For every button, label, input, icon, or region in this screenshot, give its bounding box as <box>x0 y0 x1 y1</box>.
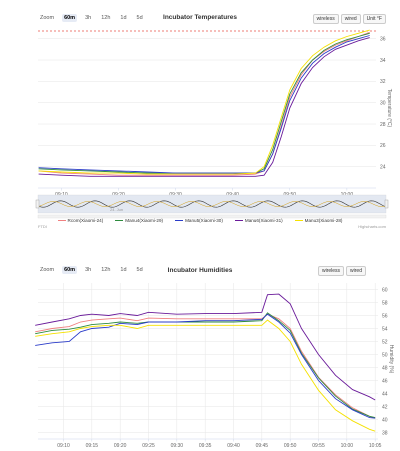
x-tick-label: 10:00 <box>341 443 354 449</box>
chart-toolbar: wireless wired <box>317 266 366 276</box>
legend-label: Manu6(Xiaomi-31) <box>244 218 283 223</box>
y-tick-label: 26 <box>380 143 386 149</box>
zoom-label: Zoom <box>40 15 55 21</box>
legend-swatch <box>115 220 124 221</box>
zoom-12h-button[interactable]: 12h <box>101 15 111 21</box>
zoom-60m-button[interactable]: 60m <box>62 14 78 22</box>
y-tick-label: 40 <box>382 417 388 423</box>
x-tick-label: 09:35 <box>199 443 212 449</box>
series-line-manu4-xiaomi-29-[interactable] <box>38 32 370 174</box>
wired-button[interactable]: wired <box>340 14 361 24</box>
zoom-12h-button[interactable]: 12h <box>101 267 111 273</box>
navigator-mask <box>38 195 386 213</box>
series-line-manu3-xiaomi-28-[interactable] <box>35 319 376 432</box>
chart-title: Incubator Humidities <box>167 267 233 274</box>
series-line-rcom-xiaomi-24-[interactable] <box>35 313 376 419</box>
wireless-button[interactable]: wireless <box>317 266 345 276</box>
y-tick-label: 32 <box>380 79 386 85</box>
x-tick-label: 09:20 <box>114 443 127 449</box>
zoom-3h-button[interactable]: 3h <box>85 15 92 21</box>
chart-title: Incubator Temperatures <box>163 14 237 21</box>
y-tick-label: 46 <box>382 378 388 384</box>
navigator-series-2 <box>37 201 387 207</box>
legend-swatch <box>57 220 66 221</box>
zoom-1d-button[interactable]: 1d <box>120 15 127 21</box>
y-tick-label: 30 <box>380 100 386 106</box>
zoom-selector: Zoom 60m 3h 12h 1d 5d <box>38 14 145 22</box>
y-tick-label: 56 <box>382 313 388 319</box>
navigator-scrollbar[interactable] <box>37 214 387 219</box>
series-line-manu5-xiaomi-30-[interactable] <box>38 35 370 174</box>
x-tick-label: 09:25 <box>142 443 155 449</box>
y-tick-label: 42 <box>382 404 388 410</box>
legend-item[interactable]: Rcom(Xiaomi-24) <box>57 218 104 223</box>
x-tick-label: 09:50 <box>284 443 297 449</box>
x-tick-label: 10:05 <box>369 443 382 449</box>
legend-swatch <box>175 220 184 221</box>
zoom-3h-button[interactable]: 3h <box>85 267 92 273</box>
series-line-manu6-xiaomi-31-[interactable] <box>35 293 376 401</box>
x-tick-label: 09:55 <box>312 443 325 449</box>
credit-left: FTDI <box>38 224 47 229</box>
x-tick-label: 09:45 <box>256 443 269 449</box>
zoom-label: Zoom <box>40 267 55 273</box>
legend-item[interactable]: Manu4(Xiaomi-29) <box>115 218 163 223</box>
legend-item[interactable]: Manu6(Xiaomi-31) <box>234 218 283 223</box>
y-tick-label: 60 <box>382 287 388 293</box>
humidity-chart-panel: Zoom 60m 3h 12h 1d 5d Incubator Humiditi… <box>0 259 400 451</box>
y-tick-label: 58 <box>382 300 388 306</box>
zoom-5d-button[interactable]: 5d <box>136 15 143 21</box>
series-line-manu6-xiaomi-31-[interactable] <box>38 37 370 177</box>
highcharts-credit[interactable]: Highcharts.com <box>358 224 386 229</box>
x-tick-label: 09:40 <box>227 443 240 449</box>
wired-button[interactable]: wired <box>346 266 366 276</box>
legend-label: Manu3(Xiaomi-28) <box>304 218 343 223</box>
zoom-60m-button[interactable]: 60m <box>62 266 78 274</box>
zoom-selector: Zoom 60m 3h 12h 1d 5d <box>38 266 145 274</box>
legend-swatch <box>234 220 243 221</box>
y-axis-title: Temperature (°C) <box>386 89 392 128</box>
legend-label: Manu5(Xiaomi-30) <box>185 218 223 223</box>
unit-toggle-button[interactable]: Unit °F <box>362 14 386 24</box>
wireless-button[interactable]: wireless <box>312 14 339 24</box>
y-tick-label: 38 <box>382 430 388 436</box>
x-tick-label: 09:30 <box>171 443 184 449</box>
chart-toolbar: wireless wired Unit °F <box>312 14 386 24</box>
chart-legend: Rcom(Xiaomi-24) Manu4(Xiaomi-29) Manu5(X… <box>0 218 400 223</box>
y-tick-label: 48 <box>382 365 388 371</box>
y-tick-label: 44 <box>382 391 388 397</box>
legend-label: Rcom(Xiaomi-24) <box>67 218 104 223</box>
temperature-chart-panel: Zoom 60m 3h 12h 1d 5d Incubator Temperat… <box>0 14 400 229</box>
legend-item[interactable]: Manu5(Xiaomi-30) <box>175 218 223 223</box>
legend-item[interactable]: Manu3(Xiaomi-28) <box>294 218 343 223</box>
navigator-date-label: 24. Jun <box>110 207 123 212</box>
legend-label: Manu4(Xiaomi-29) <box>125 218 164 223</box>
legend-swatch <box>294 220 303 221</box>
navigator-handle-right[interactable] <box>384 199 389 209</box>
zoom-1d-button[interactable]: 1d <box>120 267 127 273</box>
navigator-handle-left[interactable] <box>35 199 40 209</box>
y-tick-label: 54 <box>382 326 388 332</box>
y-tick-label: 34 <box>380 58 386 64</box>
x-tick-label: 09:10 <box>57 443 70 449</box>
x-tick-label: 09:15 <box>86 443 99 449</box>
series-line-manu4-xiaomi-29-[interactable] <box>35 312 376 419</box>
series-line-manu5-xiaomi-30-[interactable] <box>35 313 376 419</box>
y-axis-title: Humidity (%) <box>388 345 394 374</box>
series-line-manu3-xiaomi-28-[interactable] <box>38 29 370 175</box>
y-tick-label: 24 <box>380 164 386 170</box>
humidity-chart-svg: 09:10 09:15 09:20 09:25 09:30 09:35 09:40 09:45… <box>35 283 394 449</box>
y-tick-label: 28 <box>380 122 386 128</box>
y-tick-label: 52 <box>382 339 388 345</box>
y-tick-label: 36 <box>380 36 386 42</box>
y-tick-label: 50 <box>382 352 388 358</box>
zoom-5d-button[interactable]: 5d <box>136 267 143 273</box>
